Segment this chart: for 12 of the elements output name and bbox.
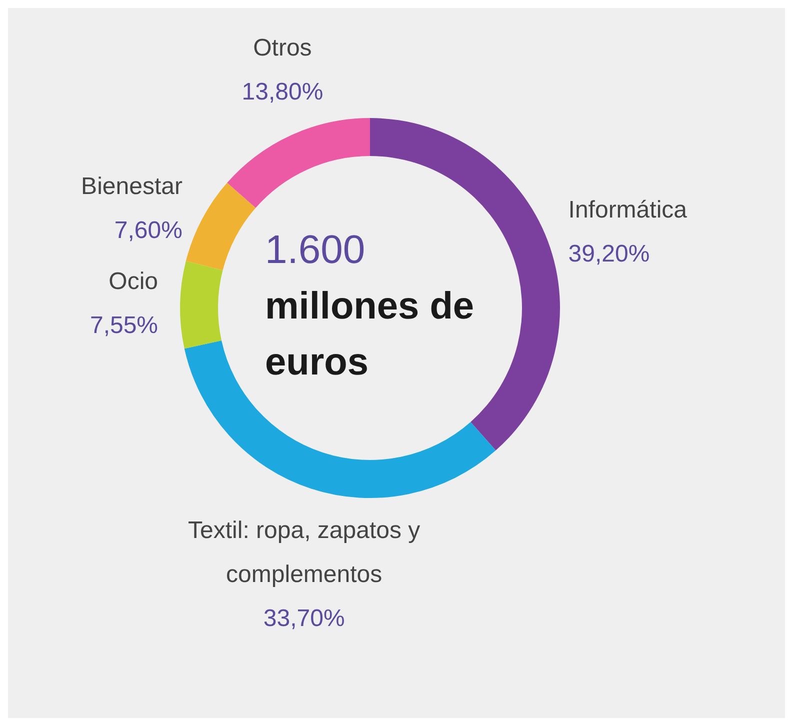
slice-label: Ocio	[108, 268, 158, 295]
data-label: 7,55%	[90, 312, 158, 339]
data-label: 39,20%	[568, 240, 650, 268]
text: millones de euros	[265, 285, 474, 384]
data-label: 7,60%	[114, 216, 182, 244]
slice-label: Textil: ropa, zapatos y complementos	[188, 517, 420, 588]
slice-label: Bienestar	[81, 172, 182, 200]
data-label: 13,80%	[242, 78, 324, 106]
slice-label: Otros	[253, 34, 312, 62]
slice-label: Informática	[568, 196, 688, 224]
text: 1.600	[265, 228, 366, 272]
data-label: 33,70%	[263, 605, 345, 632]
